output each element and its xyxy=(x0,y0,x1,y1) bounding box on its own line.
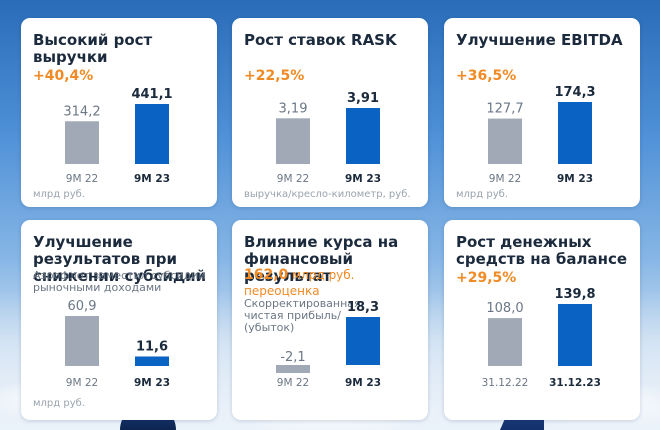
change-value: +40,4% xyxy=(33,68,94,84)
category-label: 9М 23 xyxy=(345,173,381,185)
bar-0 xyxy=(488,118,522,164)
card-revenue: Высокий рост выручки +40,4% 314,2 9М 22 44… xyxy=(21,18,217,207)
card-cash: Рост денежных средств на балансе +29,5% … xyxy=(444,220,640,420)
bar-0 xyxy=(65,316,99,366)
bar-1 xyxy=(135,356,169,366)
category-label: 9М 22 xyxy=(66,377,98,389)
cash-chart: 108,0 31.12.22 139,8 31.12.23 xyxy=(482,287,601,389)
bar-0 xyxy=(276,118,310,164)
card-title: Влияние курса на финансовый результат xyxy=(244,233,399,285)
value-label: 18,3 xyxy=(347,300,379,315)
bar-0 xyxy=(276,365,310,373)
value-label: 11,6 xyxy=(136,339,168,354)
rask-chart: 3,19 9М 22 3,91 9М 23 xyxy=(276,91,381,185)
card-title: Улучшение результатов при снижении субси… xyxy=(33,233,207,285)
ebitda-chart: 127,7 9М 22 174,3 9М 23 xyxy=(486,85,595,185)
value-label: 174,3 xyxy=(554,85,595,100)
card-subsidies: Улучшение результатов при снижении субси… xyxy=(21,220,217,420)
card-title: Рост ставок RASK xyxy=(244,31,397,49)
bar-1 xyxy=(346,108,380,164)
bar-1 xyxy=(558,102,592,164)
category-label: 9М 23 xyxy=(557,173,593,185)
bar-1 xyxy=(558,304,592,366)
change-value: +36,5% xyxy=(456,68,517,84)
bar-0 xyxy=(65,121,99,164)
card-rask: Рост ставок RASK +22,5% 3,19 9М 22 3,91 9М … xyxy=(232,18,428,207)
value-label: 108,0 xyxy=(486,301,523,316)
category-label: 31.12.22 xyxy=(482,377,529,389)
value-label: 127,7 xyxy=(486,102,523,117)
change-value: +22,5% xyxy=(244,68,305,84)
bar-0 xyxy=(488,318,522,366)
category-label: 9М 22 xyxy=(277,173,309,185)
unit-label: млрд руб. xyxy=(33,189,85,200)
note-text: Скорректированная чистая прибыль/ (убыто… xyxy=(244,297,361,334)
value-label: 60,9 xyxy=(68,299,97,314)
category-label: 9М 23 xyxy=(134,173,170,185)
change-value: 162,0 млрд руб. переоценка xyxy=(244,267,428,299)
category-label: 9М 23 xyxy=(345,377,381,389)
bar-1 xyxy=(135,104,169,164)
value-label: 314,2 xyxy=(63,104,100,119)
card-ebitda: Улучшение EBITDA +36,5% 127,7 9М 22 174,3 9… xyxy=(444,18,640,207)
value-label: 441,1 xyxy=(131,87,172,102)
card-title: Высокий рост выручки xyxy=(33,31,153,66)
card-fx-impact: Влияние курса на финансовый результат 16… xyxy=(232,220,428,420)
bar-1 xyxy=(346,317,380,365)
card-title: Рост денежных средств на балансе xyxy=(456,233,628,268)
value-label: 3,91 xyxy=(347,91,379,106)
card-title: Улучшение EBITDA xyxy=(456,31,623,49)
unit-label: выручка/кресло-километр, руб. xyxy=(244,189,411,200)
value-label: -2,1 xyxy=(280,350,305,365)
unit-label: млрд руб. xyxy=(33,398,85,409)
category-label: 9М 22 xyxy=(277,377,309,389)
subsidies-chart: 60,9 9М 22 11,6 9М 23 xyxy=(65,299,170,389)
value-label: 3,19 xyxy=(279,101,308,116)
category-label: 9М 23 xyxy=(134,377,170,389)
note-text: Аэрофлот заместил субсидии рыночными дох… xyxy=(33,269,206,294)
value-label: 139,8 xyxy=(554,287,595,302)
category-label: 9М 22 xyxy=(66,173,98,185)
change-sub: млрд руб. переоценка xyxy=(244,268,355,298)
category-label: 31.12.23 xyxy=(549,377,601,389)
fx-chart: -2,1 9М 22 18,3 9М 23 xyxy=(276,300,381,389)
unit-label: млрд руб. xyxy=(456,189,508,200)
change-value: +29,5% xyxy=(456,270,517,286)
revenue-chart: 314,2 9М 22 441,1 9М 23 xyxy=(63,87,172,185)
change-amount: 162,0 xyxy=(244,267,289,283)
category-label: 9М 22 xyxy=(489,173,521,185)
